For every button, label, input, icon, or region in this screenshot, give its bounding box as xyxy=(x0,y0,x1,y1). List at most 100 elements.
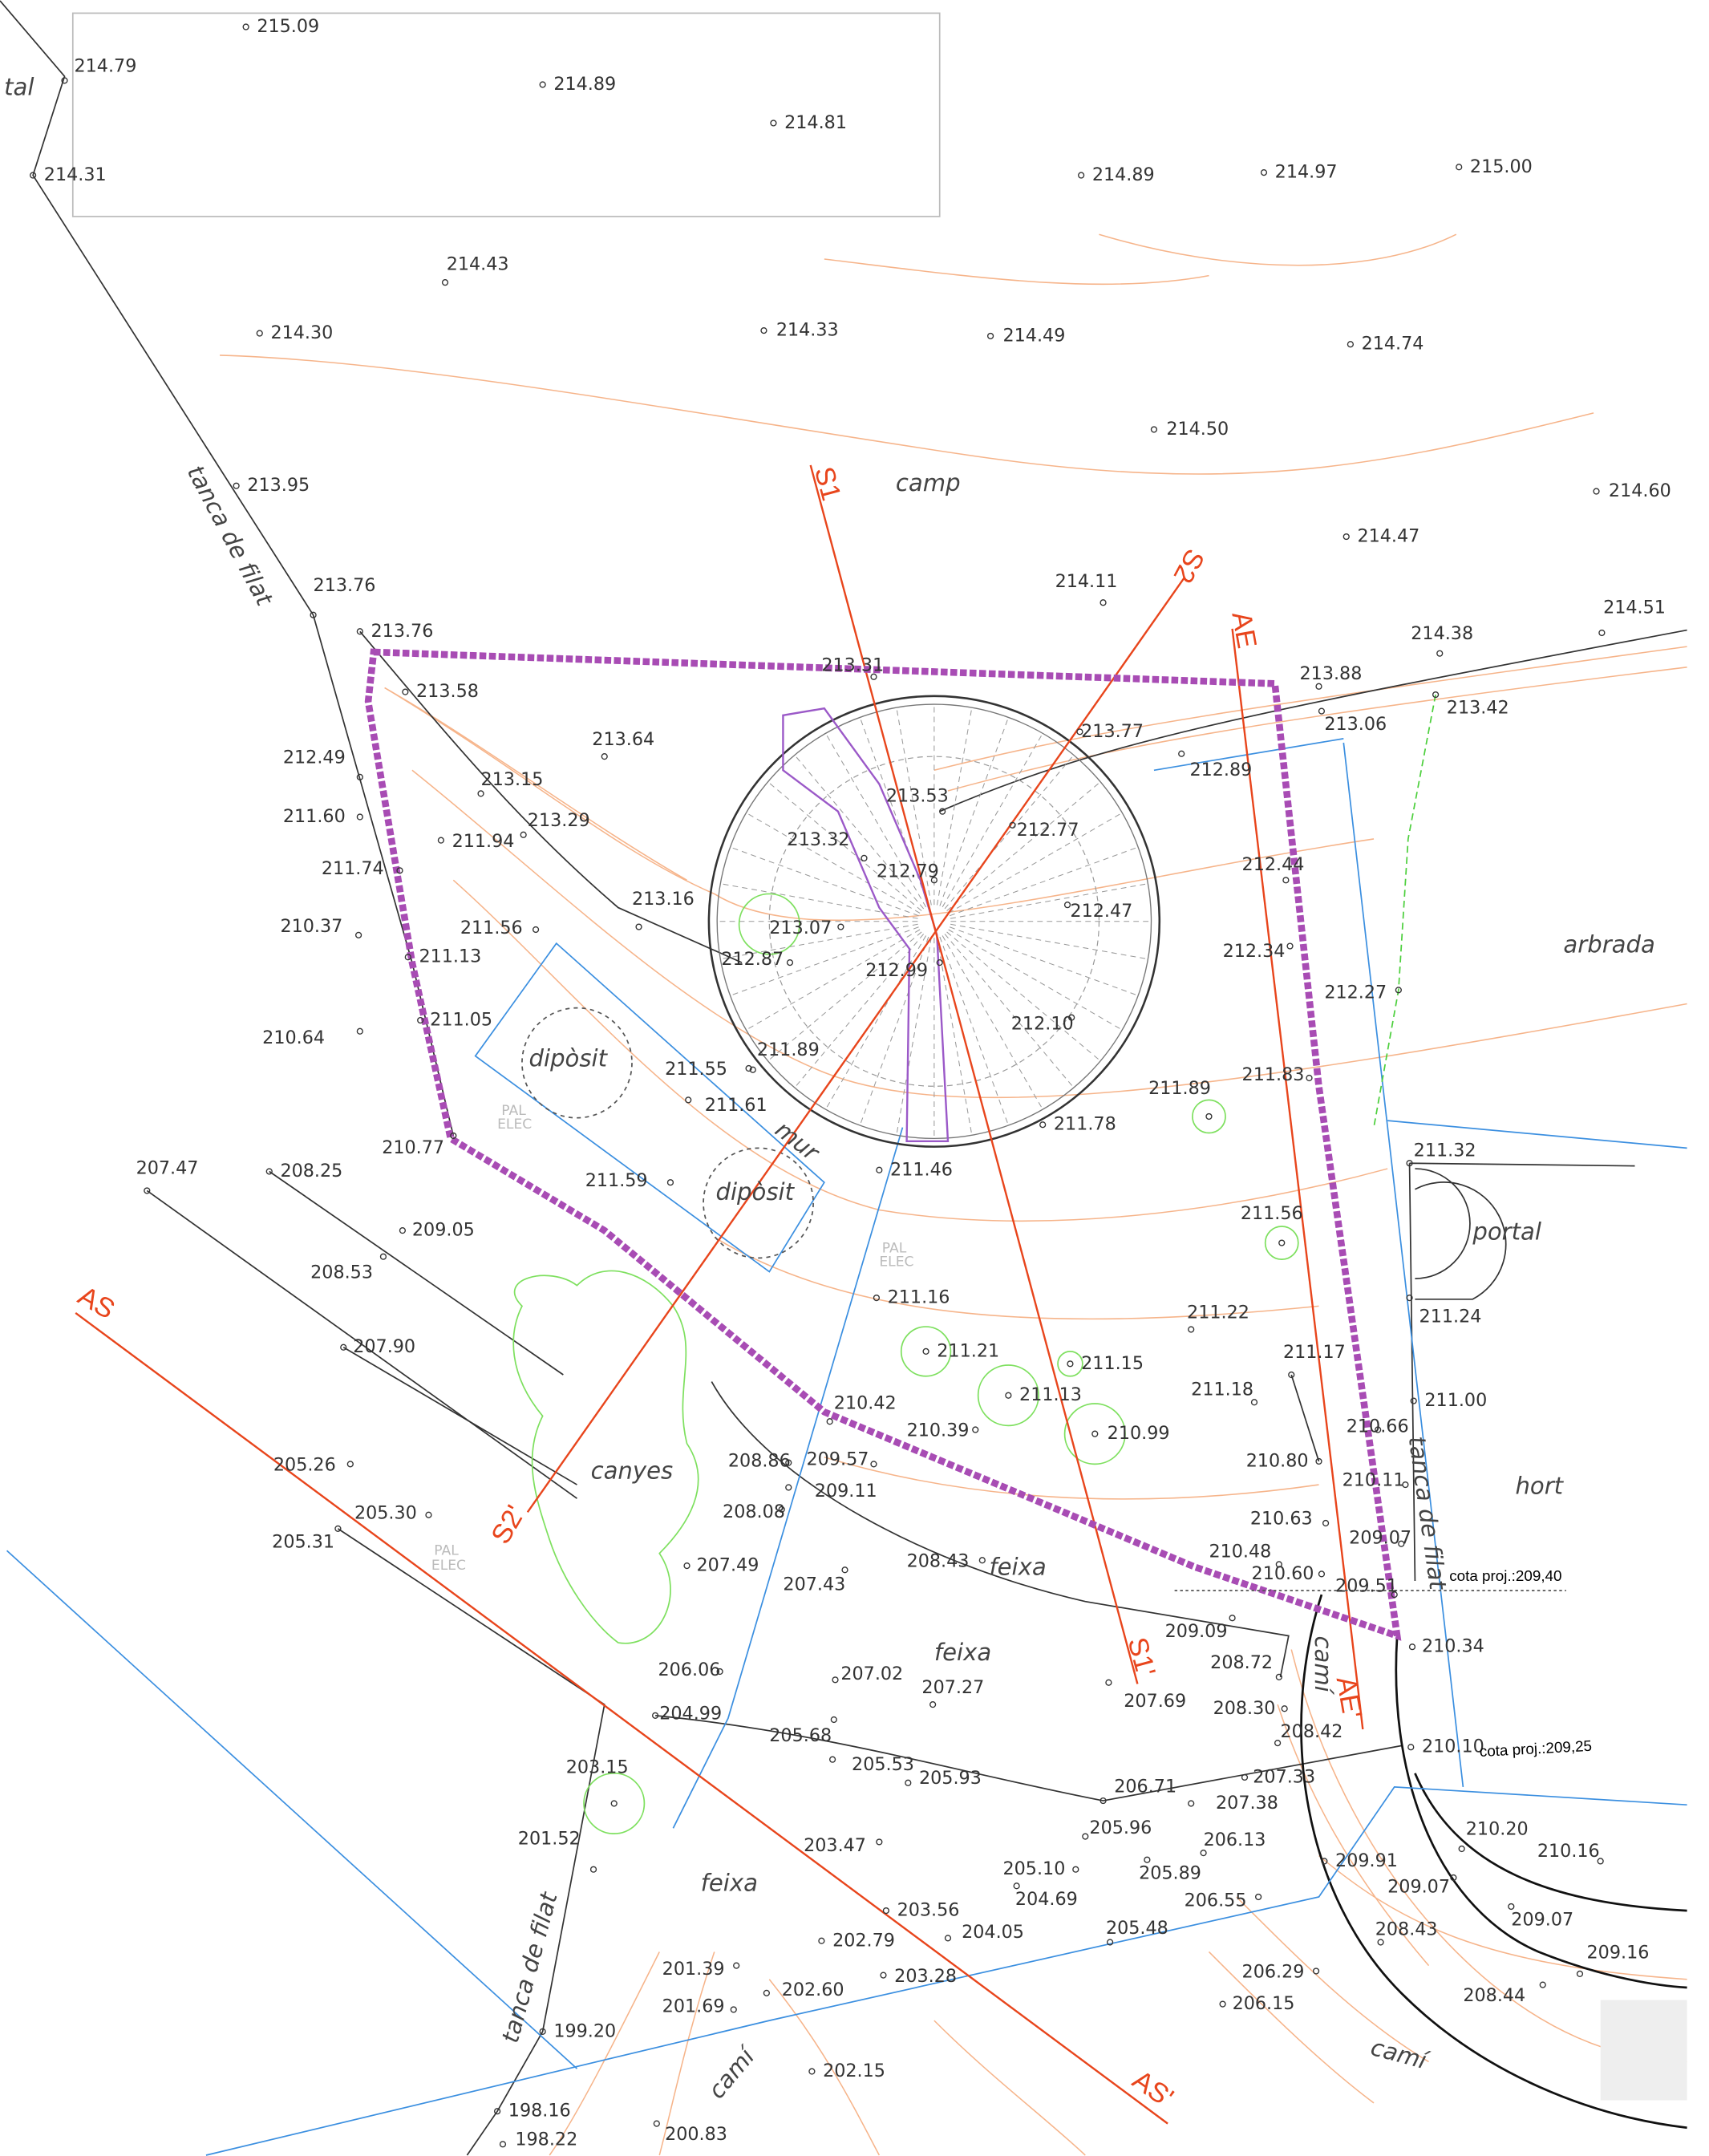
elevation: 209.16 xyxy=(1587,1943,1650,1964)
elevation: 210.10 xyxy=(1422,1737,1484,1757)
elevation: 211.89 xyxy=(1148,1078,1211,1099)
elevation: 206.29 xyxy=(1242,1962,1305,1983)
elevation: 211.24 xyxy=(1419,1307,1482,1327)
elevation: 214.50 xyxy=(1166,419,1229,440)
elevation: 210.48 xyxy=(1209,1541,1271,1562)
elevation: 210.34 xyxy=(1422,1636,1484,1657)
elevation: 207.02 xyxy=(840,1664,903,1684)
area-label: feixa xyxy=(934,1639,991,1666)
area-label: dipòsit xyxy=(715,1178,795,1206)
elevation: 205.48 xyxy=(1106,1918,1168,1939)
area-label: feixa xyxy=(701,1870,758,1897)
elevation: 208.86 xyxy=(728,1450,791,1471)
elevation: 205.93 xyxy=(919,1768,982,1789)
elevation: 212.87 xyxy=(721,949,784,970)
elevation: 213.31 xyxy=(821,655,884,676)
elevation: 206.15 xyxy=(1233,1993,1295,2014)
elevation: 214.89 xyxy=(553,74,616,95)
elevation: 211.89 xyxy=(757,1040,820,1060)
site-plan: 215.09214.79214.89214.81214.31214.89214.… xyxy=(0,0,1709,2156)
elevation: 213.07 xyxy=(769,918,832,938)
elevation: 208.30 xyxy=(1213,1698,1276,1719)
area-label: PAL xyxy=(434,1542,459,1558)
elevation: 203.56 xyxy=(897,1900,960,1921)
elevation: 203.47 xyxy=(804,1835,866,1856)
elevation: 206.55 xyxy=(1185,1891,1247,1911)
elevation: 213.76 xyxy=(314,575,376,596)
area-label: ELEC xyxy=(497,1116,532,1133)
elevation: 210.80 xyxy=(1246,1450,1309,1471)
elevation: 209.57 xyxy=(807,1449,869,1470)
elevation: 214.89 xyxy=(1092,164,1155,185)
area-label: portal xyxy=(1472,1218,1541,1246)
elevation: 214.30 xyxy=(270,322,333,343)
elevation: 206.13 xyxy=(1204,1830,1266,1850)
elevation: 204.99 xyxy=(659,1704,722,1724)
elevation: 211.16 xyxy=(888,1287,950,1308)
elevation: 207.47 xyxy=(136,1158,199,1179)
elevation: 210.99 xyxy=(1108,1423,1170,1444)
elevation: 211.00 xyxy=(1424,1390,1487,1411)
elevation: 213.95 xyxy=(247,475,310,496)
elevation: 205.31 xyxy=(272,1532,334,1553)
elevation: 214.79 xyxy=(75,56,137,77)
elevation: 205.10 xyxy=(1003,1858,1066,1879)
area-label: canyes xyxy=(591,1457,674,1485)
elevation: 211.17 xyxy=(1283,1342,1346,1363)
elevation: 211.78 xyxy=(1054,1114,1116,1135)
elevation: 208.43 xyxy=(907,1550,970,1571)
elevation: 212.44 xyxy=(1242,854,1305,875)
area-label: hort xyxy=(1515,1472,1564,1499)
elevation: 210.16 xyxy=(1537,1841,1600,1862)
elevation: 203.28 xyxy=(894,1966,957,1987)
area-label: ELEC xyxy=(431,1558,466,1574)
elevation: 203.15 xyxy=(566,1757,629,1777)
elevation: 211.83 xyxy=(1242,1064,1305,1085)
elevation: 211.15 xyxy=(1081,1353,1144,1374)
elevation: 205.26 xyxy=(273,1455,336,1476)
elevation: 215.09 xyxy=(257,16,319,37)
elevation: 209.11 xyxy=(815,1481,877,1502)
elevation: 213.15 xyxy=(481,769,544,790)
elevation: 212.27 xyxy=(1324,982,1387,1003)
elevation: 214.74 xyxy=(1362,334,1424,355)
elevation: 210.42 xyxy=(834,1392,897,1413)
elevation: 202.79 xyxy=(832,1930,895,1951)
elevation: 213.88 xyxy=(1300,663,1363,684)
elevation: 209.07 xyxy=(1349,1527,1411,1548)
elevation: 209.09 xyxy=(1165,1621,1228,1642)
elevation: 211.18 xyxy=(1191,1379,1253,1400)
area-label: tal xyxy=(4,74,34,101)
elevation: 213.06 xyxy=(1324,714,1387,735)
elevation: 212.77 xyxy=(1017,820,1079,841)
building xyxy=(1601,2000,1687,2100)
elevation: 211.61 xyxy=(705,1095,767,1116)
elevation: 210.39 xyxy=(907,1420,970,1441)
elevation: 212.79 xyxy=(877,861,939,882)
elevation: 213.29 xyxy=(528,810,590,831)
elevation: 207.27 xyxy=(921,1677,984,1698)
elevation: 210.63 xyxy=(1250,1508,1313,1529)
area-label: feixa xyxy=(989,1554,1046,1581)
elevation: 205.53 xyxy=(852,1754,914,1775)
elevation: 212.10 xyxy=(1011,1014,1074,1035)
elevation: 204.05 xyxy=(962,1922,1024,1943)
elevation: 214.38 xyxy=(1411,623,1473,644)
elevation: 211.60 xyxy=(283,806,346,827)
elevation: 205.89 xyxy=(1139,1862,1201,1883)
area-label: camp xyxy=(896,469,961,496)
elevation: 214.47 xyxy=(1357,526,1419,547)
elevation: 201.69 xyxy=(662,1996,725,2017)
elevation: 214.81 xyxy=(784,112,847,133)
elevation: 208.53 xyxy=(310,1262,373,1283)
elevation: 209.51 xyxy=(1335,1575,1398,1596)
elevation: 211.22 xyxy=(1187,1302,1249,1323)
elevation: 208.25 xyxy=(280,1161,342,1181)
elevation: 207.90 xyxy=(353,1336,415,1357)
elevation: 210.66 xyxy=(1347,1416,1409,1437)
elevation: 211.13 xyxy=(419,946,481,967)
elevation: 212.89 xyxy=(1189,760,1252,780)
elevation: 214.43 xyxy=(447,253,509,274)
elevation: 199.20 xyxy=(553,2020,616,2041)
elevation: 211.56 xyxy=(1241,1203,1303,1224)
